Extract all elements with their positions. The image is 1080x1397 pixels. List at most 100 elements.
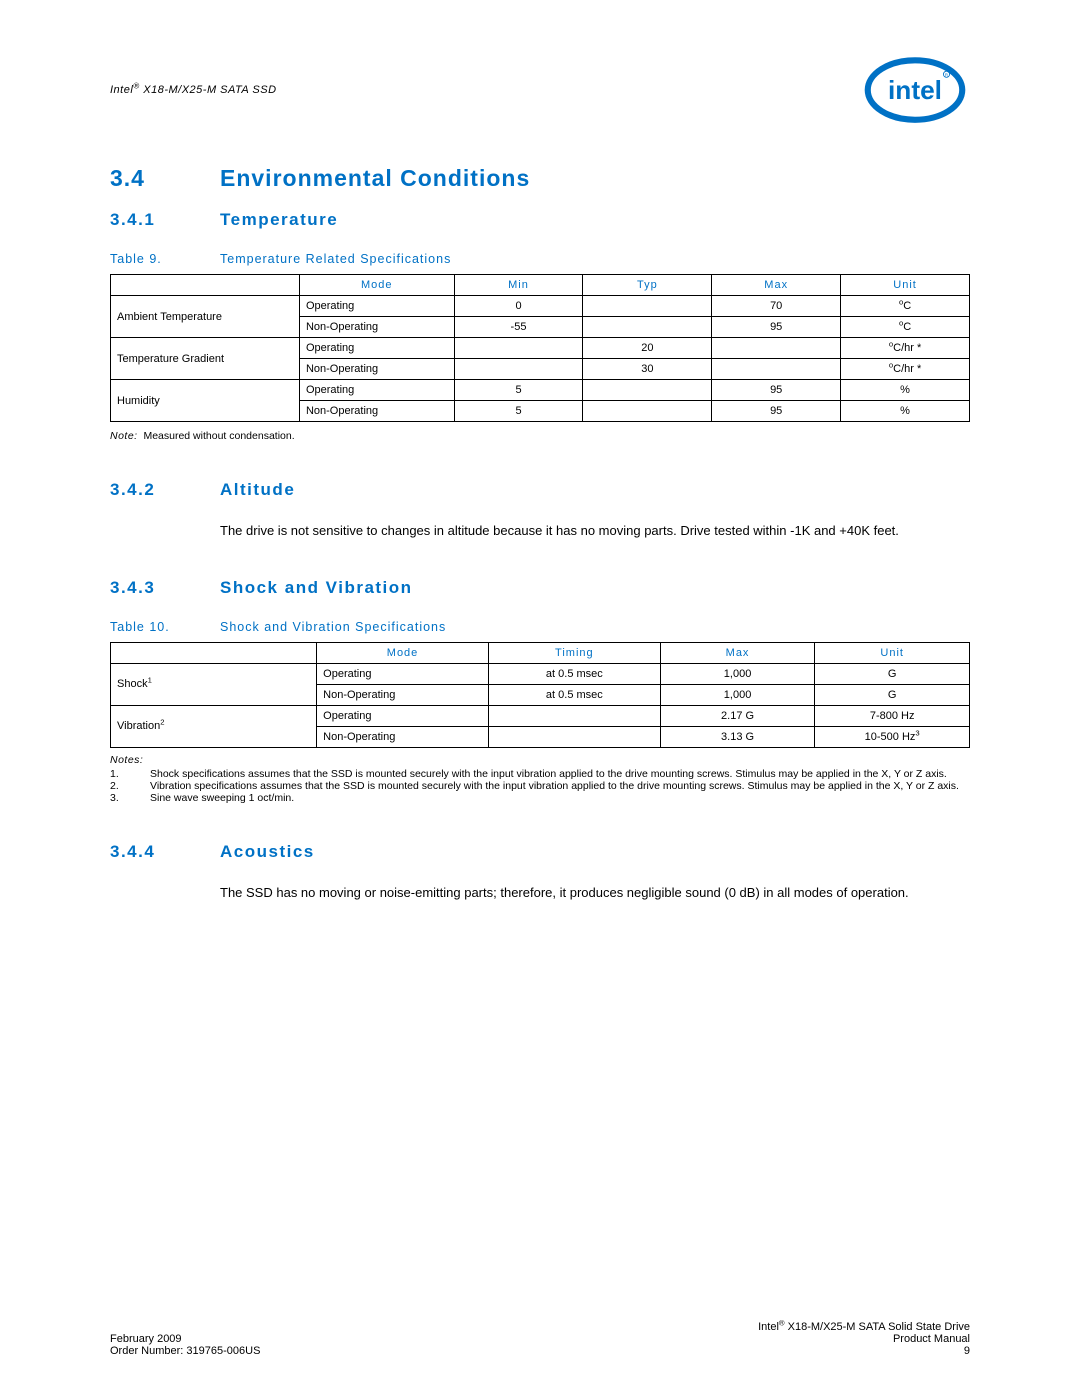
page-header: Intel® X18-M/X25-M SATA SSD intel R: [110, 55, 970, 125]
table-cell-max: [712, 359, 841, 380]
table-cell-max: [712, 338, 841, 359]
footer-manual: Product Manual: [758, 1333, 970, 1345]
table-caption-10: Table 10.Shock and Vibration Specificati…: [110, 620, 970, 634]
note-number: 3.: [110, 792, 150, 804]
table-cell-timing: at 0.5 msec: [488, 684, 660, 705]
table-header: Unit: [841, 275, 970, 296]
temperature-table: ModeMinTypMaxUnitAmbient TemperatureOper…: [110, 274, 970, 422]
table-cell-unit: oC: [841, 296, 970, 317]
table-cell-min: -55: [454, 317, 583, 338]
table-cell-unit: oC/hr *: [841, 359, 970, 380]
table-cell-mode: Non-Operating: [299, 317, 454, 338]
table-cell-typ: [583, 296, 712, 317]
table-cell-max: 2.17 G: [660, 705, 815, 726]
table-caption-lead: Table 9.: [110, 252, 220, 266]
table-row: HumidityOperating595%: [111, 380, 970, 401]
note-number: 2.: [110, 780, 150, 792]
subsection-title: Altitude: [220, 480, 295, 499]
note-lead: Note:: [110, 430, 138, 442]
table-cell-mode: Operating: [299, 296, 454, 317]
table10-notes: Notes: 1.Shock specifications assumes th…: [110, 754, 970, 804]
table-cell-typ: [583, 380, 712, 401]
table-cell-param: Shock1: [111, 663, 317, 705]
note-text: Shock specifications assumes that the SS…: [150, 768, 970, 780]
table-header: Unit: [815, 642, 970, 663]
intel-logo-icon: intel R: [860, 55, 970, 125]
footer-page-number: 9: [758, 1345, 970, 1357]
subsection-heading-shock: 3.4.3Shock and Vibration: [110, 578, 970, 598]
table-cell-mode: Operating: [299, 380, 454, 401]
subsection-title: Acoustics: [220, 842, 315, 861]
table-cell-unit: oC: [841, 317, 970, 338]
note-number: 1.: [110, 768, 150, 780]
table-cell-timing: [488, 726, 660, 747]
table-cell-max: 95: [712, 380, 841, 401]
table-header-blank: [111, 642, 317, 663]
table-cell-max: 95: [712, 317, 841, 338]
footer-title-suffix: X18-M/X25-M SATA Solid State Drive: [785, 1321, 970, 1333]
table-caption-lead: Table 10.: [110, 620, 220, 634]
table-header: Mode: [317, 642, 489, 663]
table-row: Shock1Operatingat 0.5 msec1,000G: [111, 663, 970, 684]
shock-table: ModeTimingMaxUnitShock1Operatingat 0.5 m…: [110, 642, 970, 748]
table-cell-mode: Operating: [299, 338, 454, 359]
table-cell-min: 0: [454, 296, 583, 317]
footer-title-prefix: Intel: [758, 1321, 779, 1333]
header-title-prefix: Intel: [110, 84, 133, 96]
header-doc-title: Intel® X18-M/X25-M SATA SSD: [110, 84, 277, 96]
subsection-heading-altitude: 3.4.2Altitude: [110, 480, 970, 500]
table9-note: Note: Measured without condensation.: [110, 430, 970, 442]
table-cell-timing: at 0.5 msec: [488, 663, 660, 684]
note-text: Sine wave sweeping 1 oct/min.: [150, 792, 970, 804]
table-header: Timing: [488, 642, 660, 663]
note-row: 2.Vibration specifications assumes that …: [110, 780, 970, 792]
subsection-number: 3.4.3: [110, 578, 220, 598]
table-cell-min: [454, 359, 583, 380]
table-cell-max: 1,000: [660, 663, 815, 684]
table-cell-min: 5: [454, 380, 583, 401]
acoustics-body: The SSD has no moving or noise-emitting …: [220, 884, 970, 902]
footer-doc-title: Intel® X18-M/X25-M SATA Solid State Driv…: [758, 1321, 970, 1333]
footer-order-number: Order Number: 319765-006US: [110, 1345, 260, 1357]
table-cell-max: 70: [712, 296, 841, 317]
table-cell-mode: Operating: [317, 705, 489, 726]
table-header: Max: [712, 275, 841, 296]
table-cell-unit: oC/hr *: [841, 338, 970, 359]
subsection-number: 3.4.4: [110, 842, 220, 862]
table-row: Ambient TemperatureOperating070oC: [111, 296, 970, 317]
table-row: Vibration2Operating2.17 G7-800 Hz: [111, 705, 970, 726]
table-cell-mode: Non-Operating: [317, 684, 489, 705]
table-caption-text: Temperature Related Specifications: [220, 252, 451, 266]
table-cell-typ: 30: [583, 359, 712, 380]
svg-text:intel: intel: [888, 75, 942, 105]
table-cell-typ: [583, 401, 712, 422]
table-cell-typ: [583, 317, 712, 338]
table-caption-text: Shock and Vibration Specifications: [220, 620, 446, 634]
table-header: Max: [660, 642, 815, 663]
table-cell-max: 3.13 G: [660, 726, 815, 747]
header-title-suffix: X18-M/X25-M SATA SSD: [140, 84, 277, 96]
table-cell-mode: Non-Operating: [317, 726, 489, 747]
table-cell-unit: 7-800 Hz: [815, 705, 970, 726]
footer-date: February 2009: [110, 1333, 260, 1345]
table-cell-param: Ambient Temperature: [111, 296, 300, 338]
table-cell-timing: [488, 705, 660, 726]
subsection-title: Temperature: [220, 210, 338, 229]
page-footer: February 2009 Order Number: 319765-006US…: [110, 1321, 970, 1357]
table-caption-9: Table 9.Temperature Related Specificatio…: [110, 252, 970, 266]
table-cell-param: Vibration2: [111, 705, 317, 747]
notes-lead: Notes:: [110, 754, 970, 766]
table-cell-min: [454, 338, 583, 359]
note-text: Measured without condensation.: [143, 430, 294, 442]
table-cell-unit: %: [841, 401, 970, 422]
table-cell-mode: Non-Operating: [299, 359, 454, 380]
table-cell-min: 5: [454, 401, 583, 422]
section-title: Environmental Conditions: [220, 165, 530, 191]
note-text: Vibration specifications assumes that th…: [150, 780, 970, 792]
table-cell-param: Temperature Gradient: [111, 338, 300, 380]
subsection-title: Shock and Vibration: [220, 578, 413, 597]
table-cell-unit: 10-500 Hz3: [815, 726, 970, 747]
note-row: 3.Sine wave sweeping 1 oct/min.: [110, 792, 970, 804]
table-row: Temperature GradientOperating20oC/hr *: [111, 338, 970, 359]
table-cell-mode: Non-Operating: [299, 401, 454, 422]
